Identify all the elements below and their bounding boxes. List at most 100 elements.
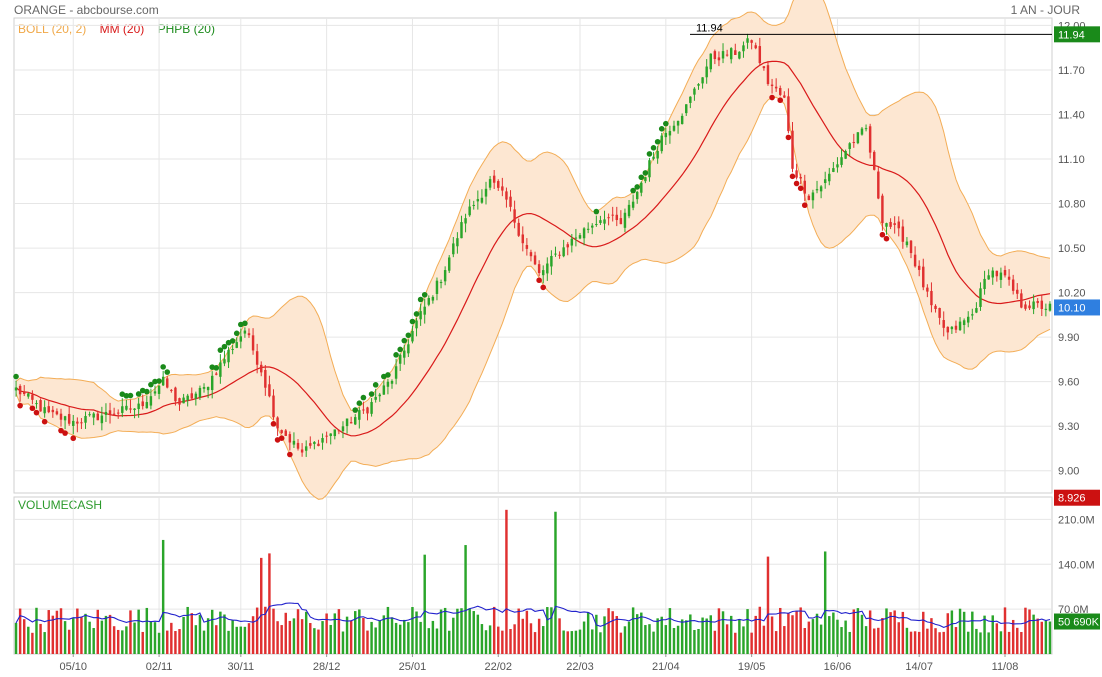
candle-body: [799, 176, 802, 179]
volume-bar: [223, 614, 226, 654]
volume-bar: [578, 629, 582, 654]
candle-body: [366, 407, 369, 414]
volume-bar: [202, 630, 206, 654]
volume-bar: [558, 618, 561, 654]
volume-bar: [210, 609, 214, 654]
volume-bar: [104, 615, 108, 654]
volume-bar: [554, 511, 557, 654]
candle-body: [358, 410, 361, 420]
volume-bar: [844, 620, 847, 654]
volume-bar: [603, 616, 606, 654]
volume-title: VOLUMECASH: [18, 498, 103, 512]
phpb-marker-high: [221, 343, 228, 350]
phpb-marker-low: [270, 421, 277, 427]
candle-body: [403, 350, 406, 358]
volume-bar: [611, 611, 614, 654]
volume-bar: [979, 632, 982, 654]
period-selector[interactable]: 1 AN - JOUR: [1010, 3, 1080, 17]
volume-bar: [787, 613, 790, 654]
volume-bar: [194, 625, 198, 654]
candle-body: [190, 393, 193, 399]
volume-bar: [505, 509, 508, 654]
candle-body: [182, 397, 185, 404]
candle-body: [272, 395, 275, 418]
volume-bar: [35, 607, 38, 654]
candle-body: [1040, 300, 1044, 310]
candle-body: [697, 84, 700, 86]
candle-body: [877, 171, 880, 199]
volume-bar: [795, 610, 798, 654]
volume-bar: [133, 622, 136, 654]
volume-bar: [644, 625, 647, 654]
candle-body: [423, 306, 426, 315]
candle-body: [112, 413, 116, 415]
candle-body: [787, 96, 790, 132]
volume-bar: [1044, 621, 1048, 654]
price-tick-label: 9.30: [1058, 421, 1079, 433]
volume-bar: [975, 628, 978, 654]
phpb-marker-high: [127, 392, 134, 399]
volume-bar: [386, 606, 390, 654]
volume-tick-label: 210.0M: [1058, 514, 1095, 526]
candle-body: [905, 241, 909, 246]
x-tick-label: 25/01: [399, 661, 427, 673]
candle-body: [607, 217, 610, 219]
volume-bar: [309, 623, 312, 654]
volume-bar: [770, 616, 774, 654]
candle-body: [223, 359, 226, 364]
candle-body: [660, 135, 663, 152]
candle-body: [889, 221, 892, 227]
phpb-marker-high: [421, 291, 428, 298]
price-panel-frame: [13, 17, 1053, 494]
volume-bar: [574, 630, 578, 654]
volume-bar: [84, 613, 87, 654]
volume-bar: [852, 609, 856, 654]
phpb-marker-low: [29, 405, 36, 412]
candle-body: [685, 104, 688, 114]
volume-bar: [860, 614, 864, 654]
volume-bar: [640, 612, 643, 654]
x-tick-label: 11/08: [992, 661, 1019, 673]
volume-bar: [260, 557, 263, 654]
volume-bar: [885, 608, 888, 654]
high-badge: 11.94: [1058, 29, 1085, 41]
volume-bar: [370, 621, 373, 654]
volume-bar: [917, 631, 921, 654]
volume-bar: [1024, 607, 1027, 654]
volume-bar: [141, 631, 144, 654]
candle-body: [648, 160, 651, 178]
volume-bar: [108, 614, 112, 654]
candle-body: [823, 179, 827, 183]
candle-body: [909, 240, 913, 254]
volume-bar: [292, 618, 296, 654]
phpb-marker-high: [385, 372, 391, 378]
candle-body: [1020, 293, 1023, 308]
phpb-marker-low: [540, 284, 547, 291]
phpb-marker-high: [242, 320, 248, 327]
volume-bar: [966, 631, 970, 654]
candle-body: [619, 218, 623, 225]
volume-bar: [235, 626, 238, 654]
volume-bar: [80, 617, 83, 654]
candle-body: [22, 391, 26, 395]
candle-body: [971, 314, 974, 316]
candle-body: [627, 204, 631, 217]
candle-body: [517, 222, 520, 236]
candle-body: [550, 255, 553, 267]
volume-bar: [349, 620, 353, 654]
volume-bar: [676, 625, 680, 654]
candle-body: [251, 335, 255, 351]
candle-body: [746, 38, 749, 43]
volume-bar: [480, 624, 484, 654]
x-tick-label: 16/06: [824, 661, 852, 673]
volume-bar: [435, 628, 439, 654]
volume-bar: [926, 628, 929, 654]
candle-body: [452, 243, 455, 255]
candle-body: [268, 384, 271, 397]
candle-body: [235, 342, 238, 348]
last-volume-badge: 50 690K: [1058, 617, 1100, 629]
candle-body: [174, 387, 177, 402]
phpb-marker-low: [789, 173, 796, 180]
candle-body: [566, 244, 569, 248]
